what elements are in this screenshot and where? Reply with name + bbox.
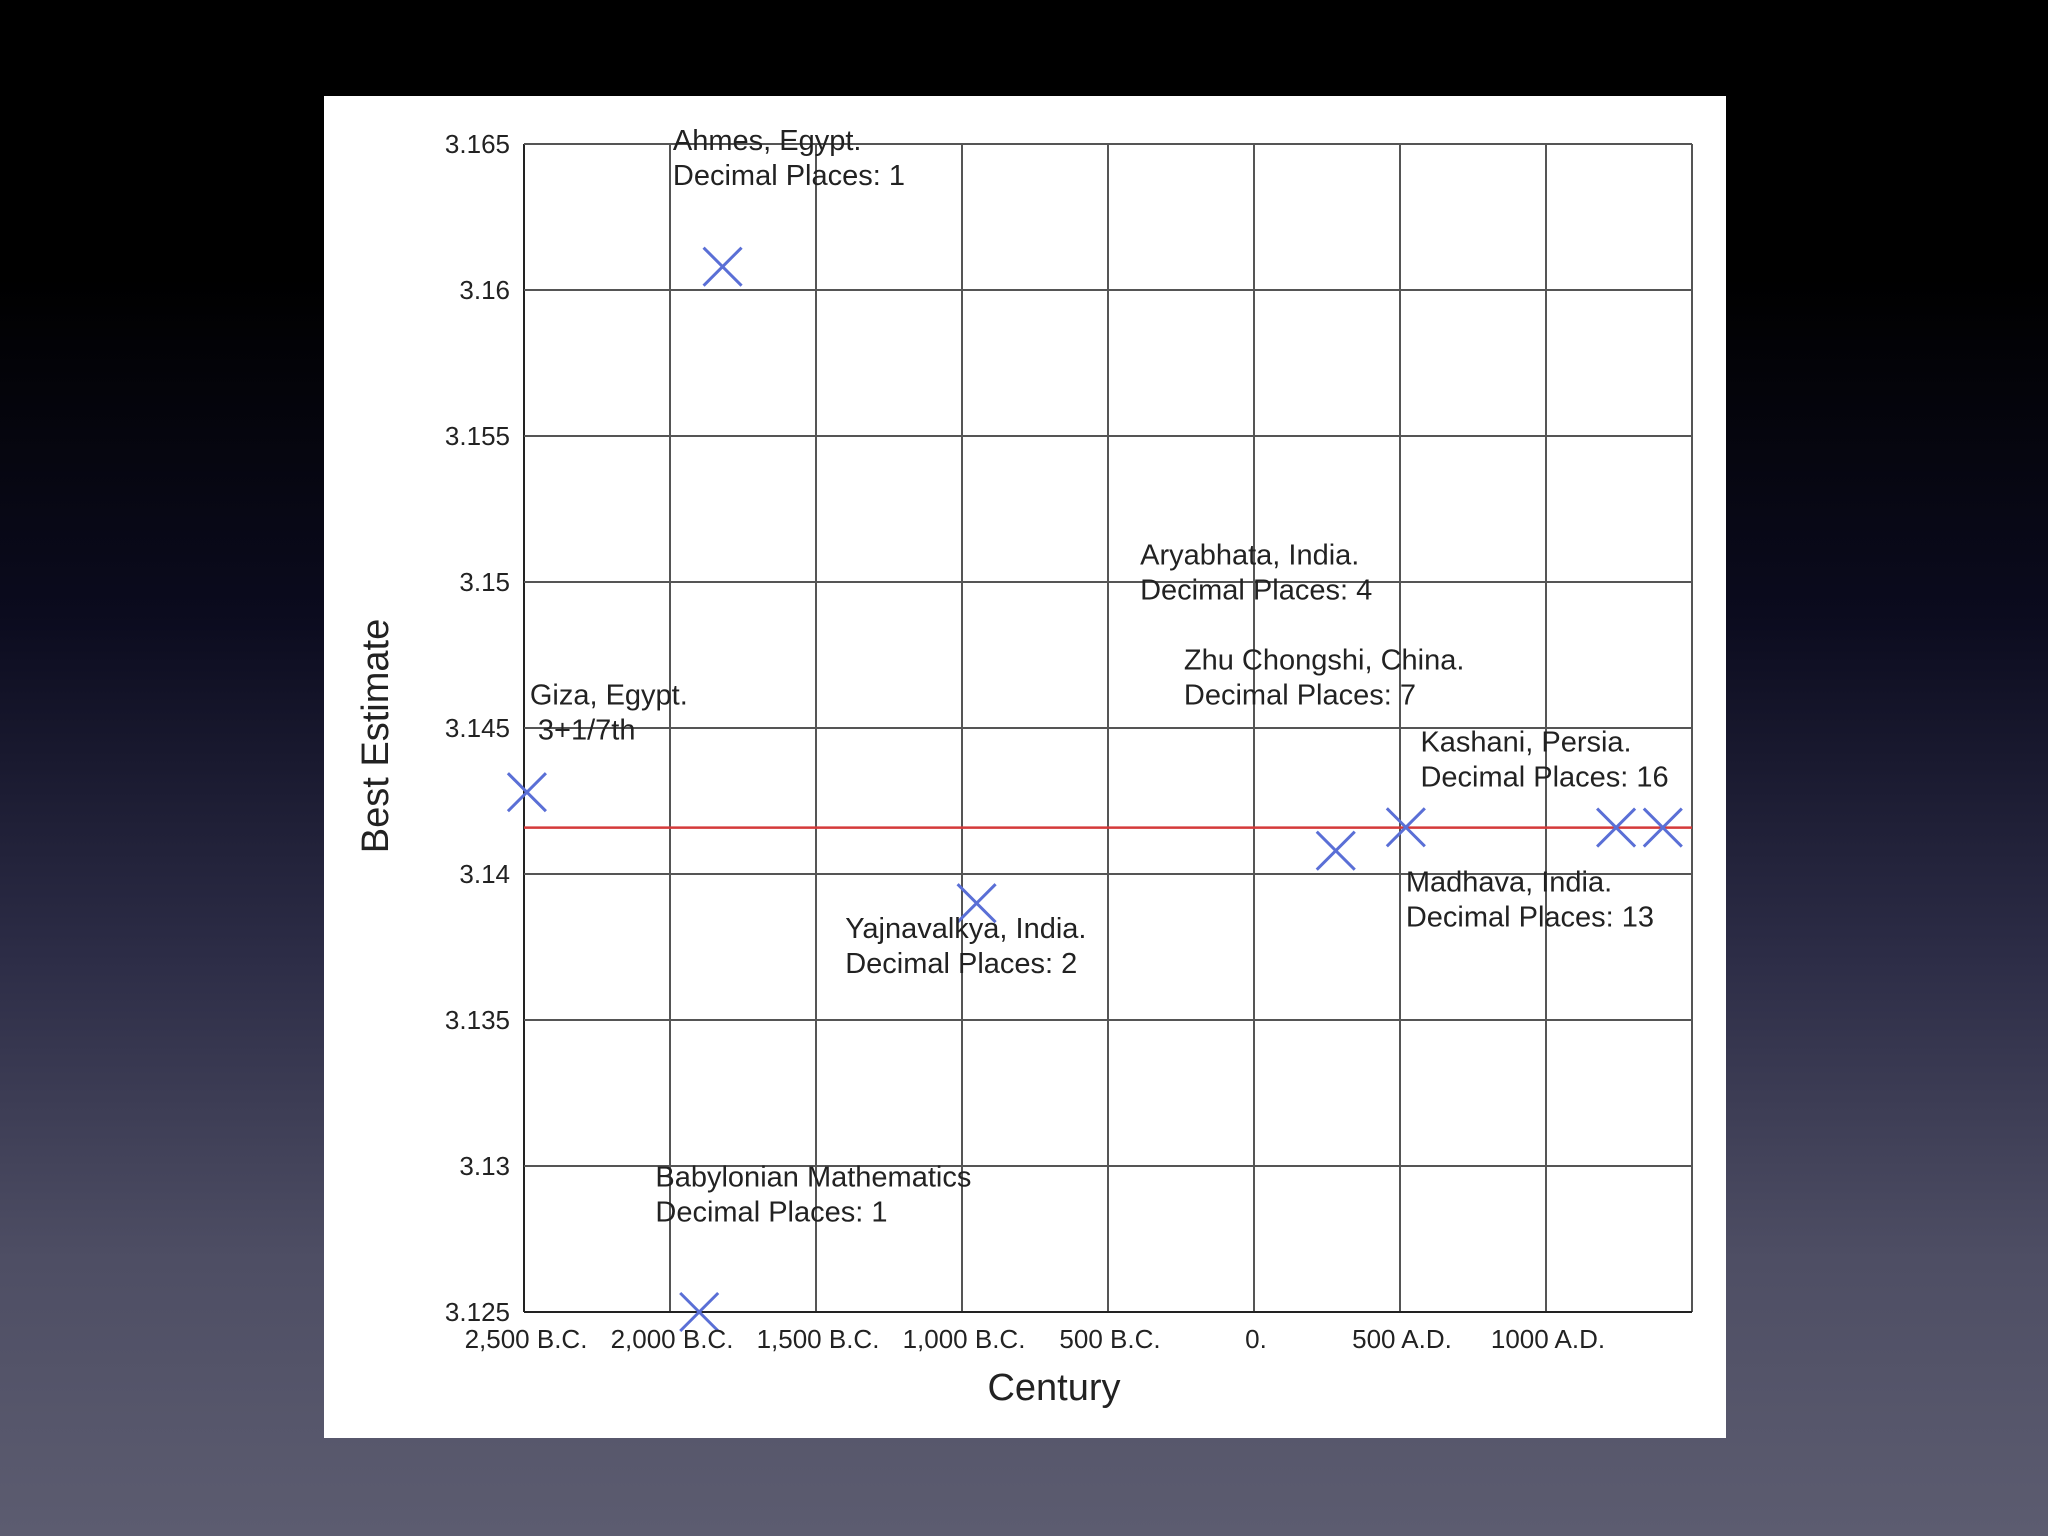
y-axis-title: Best Estimate [355, 619, 397, 853]
markers [506, 246, 1683, 1333]
data-point-marker [1315, 830, 1356, 871]
data-point-marker [506, 772, 547, 813]
annotation-line: 3+1/7th [530, 715, 636, 747]
marker-stroke [1642, 807, 1683, 848]
annotation-line: Yajnavalkya, India. [845, 913, 1086, 945]
data-point-marker [679, 1291, 720, 1333]
marker-stroke [702, 246, 743, 287]
x-tick-labels: 2,500 B.C. 2,000 B.C. 1,500 B.C. 1,000 B.C.… [465, 1324, 1606, 1354]
data-point-marker [1642, 807, 1683, 848]
x-tick-label: 2,000 B.C. [611, 1324, 734, 1354]
annotation-line: Aryabhata, India. [1140, 539, 1359, 571]
y-tick-label: 3.155 [445, 421, 510, 451]
annotation-label: Ahmes, Egypt. Decimal Places: 1 [673, 125, 905, 192]
y-tick-label: 3.145 [445, 713, 510, 743]
data-point-marker [1596, 807, 1637, 848]
y-tick-labels: 3.125 3.13 3.135 3.14 3.145 3.15 3.155 3.16 3.16… [445, 129, 510, 1327]
x-tick-label: 500 B.C. [1059, 1324, 1160, 1354]
annotation-line: Madhava, India. [1406, 867, 1612, 899]
y-tick-label: 3.16 [459, 275, 510, 305]
annotation-line: Kashani, Persia. [1420, 726, 1631, 758]
annotation-label: Kashani, Persia. Decimal Places: 16 [1420, 726, 1668, 793]
data-point-marker [702, 246, 743, 287]
x-tick-label: 0. [1245, 1324, 1267, 1354]
annotation-line: Decimal Places: 2 [845, 948, 1077, 980]
annotation-line: Ahmes, Egypt. [673, 125, 862, 157]
y-tick-label: 3.14 [459, 859, 510, 889]
x-tick-label: 1,500 B.C. [757, 1324, 880, 1354]
annotation-line: Decimal Places: 13 [1406, 902, 1654, 934]
annotation-label: Aryabhata, India. Decimal Places: 4 [1140, 539, 1372, 606]
annotation-label: Giza, Egypt. 3+1/7th [530, 680, 688, 747]
x-tick-label: 1000 A.D. [1491, 1324, 1605, 1354]
annotation-line: Decimal Places: 16 [1420, 761, 1668, 793]
chart-card: 3.125 3.13 3.135 3.14 3.145 3.15 3.155 3.16 3.16… [324, 96, 1726, 1438]
y-tick-label: 3.135 [445, 1005, 510, 1035]
y-tick-label: 3.13 [459, 1151, 510, 1181]
pi-estimates-chart: 3.125 3.13 3.135 3.14 3.145 3.15 3.155 3.16 3.16… [355, 125, 1693, 1409]
annotation-line: Giza, Egypt. [530, 680, 688, 712]
data-point-marker [1385, 807, 1426, 848]
y-tick-label: 3.125 [445, 1297, 510, 1327]
x-axis-title: Century [987, 1367, 1120, 1409]
marker-stroke [1315, 830, 1356, 871]
marker-stroke [679, 1291, 720, 1333]
marker-stroke [1596, 807, 1637, 848]
annotation-line: Decimal Places: 7 [1184, 680, 1416, 712]
grid [523, 143, 1693, 1313]
marker-stroke [1385, 807, 1426, 848]
marker-stroke [506, 772, 547, 813]
annotation-label: Babylonian Mathematics Decimal Places: 1 [655, 1161, 971, 1228]
x-tick-label: 500 A.D. [1352, 1324, 1452, 1354]
y-tick-label: 3.15 [459, 567, 510, 597]
x-tick-label: 2,500 B.C. [465, 1324, 588, 1354]
data-point-marker [956, 883, 997, 924]
annotation-line: Decimal Places: 1 [673, 160, 905, 192]
annotation-line: Zhu Chongshi, China. [1184, 645, 1465, 677]
annotation-line: Babylonian Mathematics [655, 1161, 971, 1193]
marker-stroke [956, 883, 997, 924]
annotation-label: Zhu Chongshi, China. Decimal Places: 7 [1184, 645, 1465, 712]
annotation-line: Decimal Places: 4 [1140, 574, 1372, 606]
x-tick-label: 1,000 B.C. [903, 1324, 1026, 1354]
annotation-label: Madhava, India. Decimal Places: 13 [1406, 867, 1654, 934]
annotation-line: Decimal Places: 1 [655, 1196, 887, 1228]
annotation-label: Yajnavalkya, India. Decimal Places: 2 [845, 913, 1086, 980]
y-tick-label: 3.165 [445, 129, 510, 159]
